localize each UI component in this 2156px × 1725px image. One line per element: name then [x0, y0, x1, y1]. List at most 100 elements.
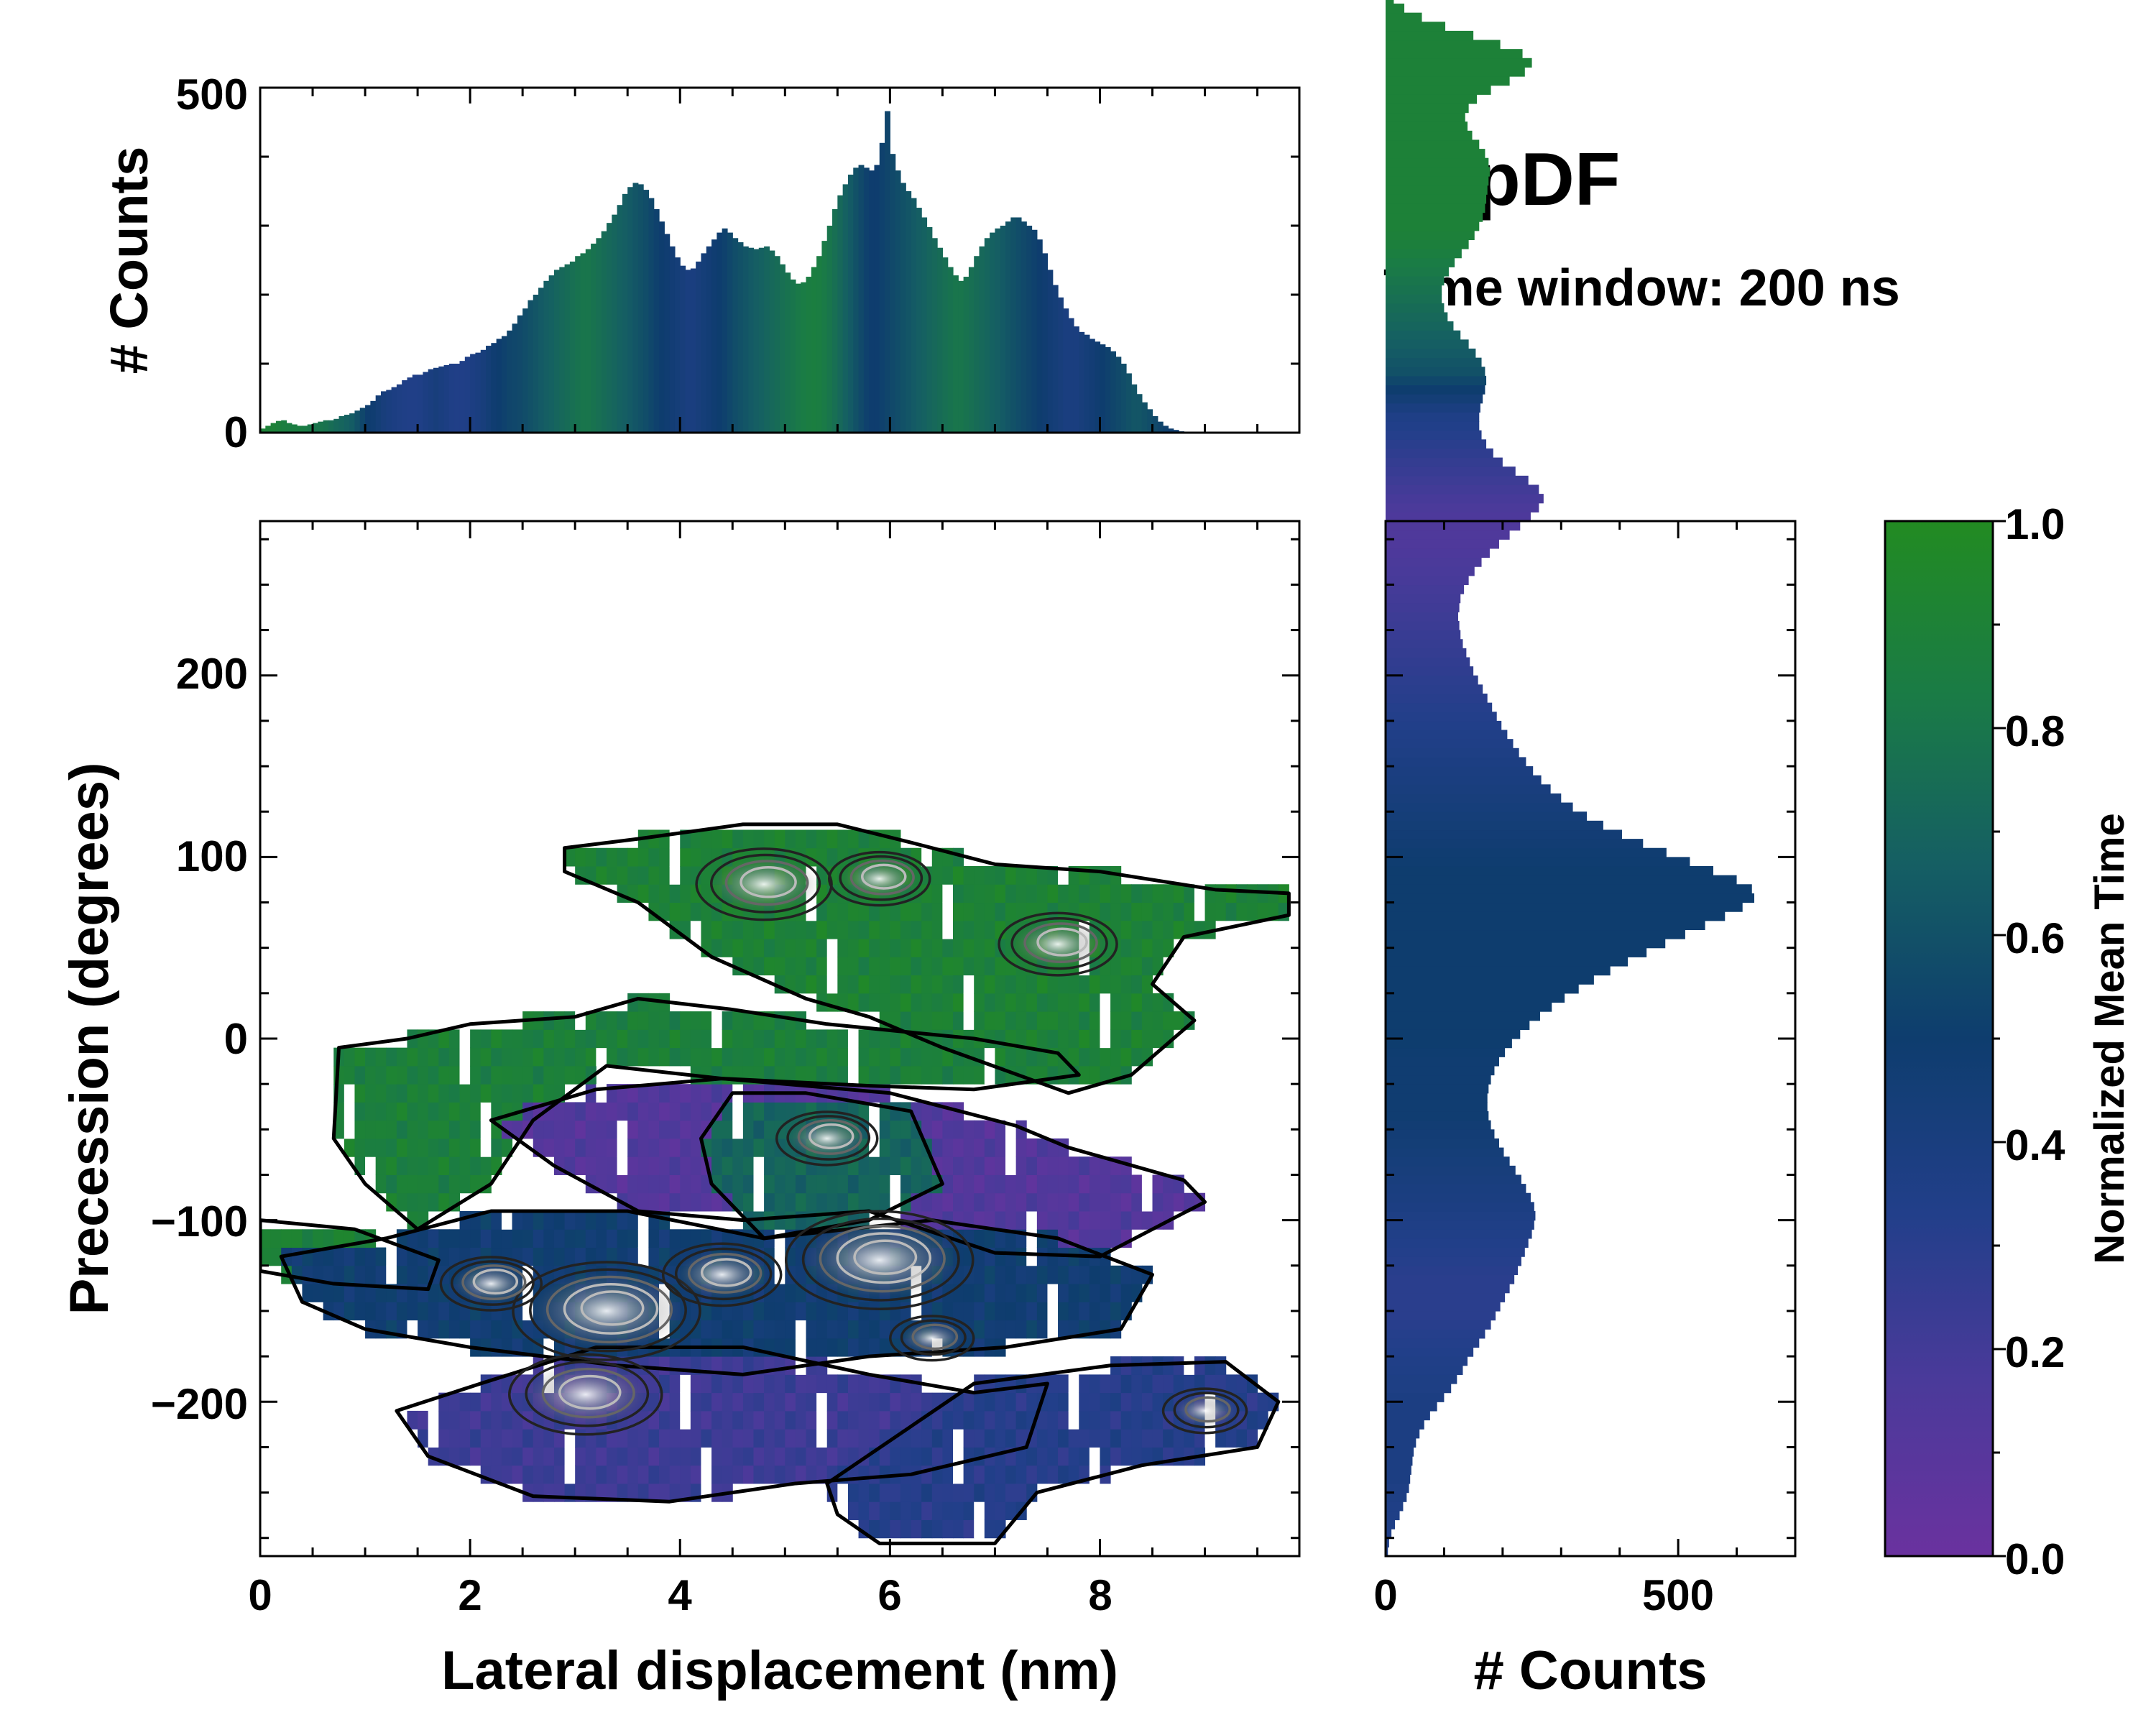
top-histogram-bar: [664, 234, 671, 433]
heatmap-cell: [921, 1011, 933, 1030]
heatmap-cell: [795, 1065, 807, 1085]
heatmap-cell: [553, 1247, 566, 1266]
heatmap-cell: [1120, 1047, 1132, 1067]
heatmap-cell: [1005, 1284, 1017, 1302]
heatmap-cell: [742, 829, 754, 849]
heatmap-contour-ring: [710, 853, 821, 914]
heatmap-cell: [732, 1102, 744, 1121]
heatmap-cell: [1141, 920, 1153, 939]
heatmap-cell: [931, 1410, 943, 1430]
heatmap-cell: [428, 1120, 439, 1139]
heatmap-cell: [680, 1410, 691, 1430]
heatmap-contour-ring: [801, 1217, 960, 1302]
heatmap-cell: [637, 847, 649, 867]
right-histogram-bar: [1386, 811, 1588, 822]
heatmap-cell: [785, 1374, 796, 1394]
heatmap-cell: [984, 1410, 995, 1430]
heatmap-contour-ring: [786, 1115, 871, 1161]
heatmap-cell: [806, 920, 817, 939]
heatmap-cell: [680, 1011, 691, 1030]
heatmap-cell: [1005, 1247, 1017, 1266]
heatmap-cell: [785, 1047, 796, 1067]
heatmap-cell: [659, 1174, 671, 1194]
heatmap-cell: [448, 1065, 461, 1085]
heatmap-cell: [690, 1392, 701, 1412]
heatmap-cell: [418, 1320, 429, 1339]
heatmap-cell: [795, 1302, 807, 1321]
right-histogram-bar: [1386, 793, 1562, 804]
top-histogram-bar: [1047, 270, 1054, 433]
heatmap-cell: [1015, 1302, 1027, 1321]
heatmap-cell: [543, 1029, 555, 1049]
top-histogram-bar: [459, 361, 466, 433]
top-histogram-bar: [1021, 221, 1027, 433]
heatmap-cell: [722, 1465, 733, 1484]
heatmap-cell: [963, 1192, 975, 1212]
heatmap-cell: [774, 1392, 786, 1412]
heatmap-cell: [1236, 1429, 1248, 1448]
heatmap-cell: [1026, 1229, 1038, 1248]
heatmap-cell: [354, 1302, 366, 1321]
heatmap-cell: [826, 1320, 838, 1339]
heatmap-cell: [806, 1465, 817, 1484]
heatmap-cell: [995, 1138, 1006, 1157]
heatmap-cell: [1131, 884, 1143, 903]
heatmap-cell: [491, 1465, 502, 1484]
heatmap-cell: [942, 1174, 954, 1194]
heatmap-cell: [617, 847, 628, 867]
heatmap-cell: [1036, 1447, 1048, 1466]
heatmap-cell: [1036, 866, 1048, 885]
heatmap-cell: [701, 866, 712, 885]
heatmap-cell: [764, 1047, 775, 1067]
heatmap-cell: [1100, 884, 1111, 903]
heatmap-contour-ring: [439, 1256, 543, 1312]
heatmap-cell: [1120, 920, 1132, 939]
heatmap-cell: [879, 1174, 890, 1194]
heatmap-cell: [911, 1047, 922, 1067]
heatmap-cell: [680, 1392, 691, 1412]
heatmap-cell: [407, 1102, 418, 1121]
heatmap-cell: [879, 1138, 890, 1157]
heatmap-cell: [1089, 1065, 1100, 1085]
heatmap-cell: [753, 1102, 765, 1121]
right-histogram-bar: [1386, 1147, 1504, 1157]
heatmap-cell: [1015, 1483, 1027, 1502]
heatmap-cell: [753, 1410, 765, 1430]
right-histogram-bar: [1386, 902, 1743, 912]
right-histogram-bar: [1386, 1020, 1530, 1030]
heatmap-cell: [722, 1392, 733, 1412]
heatmap-cell: [858, 1084, 870, 1103]
heatmap-cell: [711, 1156, 723, 1175]
heatmap-cell: [974, 920, 985, 939]
heatmap-cell: [428, 1084, 439, 1103]
heatmap-cell: [543, 1229, 555, 1248]
heatmap-cell: [1131, 1047, 1143, 1067]
heatmap-cell: [869, 1410, 880, 1430]
right-histogram-bar: [1386, 112, 1465, 122]
heatmap-cell: [596, 1029, 607, 1049]
heatmap-cell: [1141, 1211, 1153, 1230]
heatmap-cell: [1131, 1211, 1143, 1230]
heatmap-cell: [564, 1156, 576, 1175]
heatmap-cell: [942, 866, 954, 885]
heatmap-cell: [974, 993, 985, 1012]
heatmap-cell: [480, 1102, 492, 1121]
heatmap-cell: [732, 1120, 744, 1139]
heatmap-cell: [963, 1065, 975, 1085]
right-histogram-bar: [1386, 475, 1529, 486]
heatmap-cell: [648, 1192, 660, 1212]
main-xtick-label-1: 2: [458, 1571, 482, 1619]
heatmap-cell: [1068, 902, 1079, 921]
heatmap-cell: [732, 1047, 744, 1067]
heatmap-cell: [438, 1229, 450, 1248]
heatmap-cell: [774, 939, 786, 957]
heatmap-cell: [701, 902, 712, 921]
heatmap-cell: [637, 1047, 649, 1067]
heatmap-cell: [806, 957, 817, 976]
top-histogram-bar: [496, 339, 502, 433]
heatmap-cell: [553, 1120, 566, 1139]
heatmap-cell: [701, 1392, 712, 1412]
heatmap-cell: [596, 1229, 607, 1248]
heatmap-cell: [501, 1211, 513, 1230]
heatmap-cell: [921, 884, 933, 903]
